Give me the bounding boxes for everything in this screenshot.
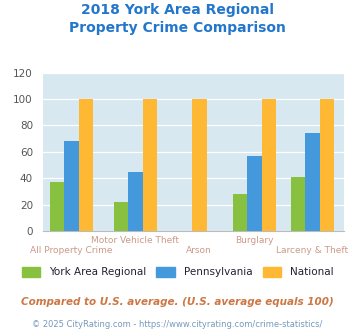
Bar [262, 99, 276, 231]
Text: All Property Crime: All Property Crime [31, 246, 113, 255]
Bar [64, 141, 79, 231]
Bar [143, 99, 157, 231]
Bar [233, 194, 247, 231]
Bar [305, 133, 320, 231]
Bar [128, 172, 143, 231]
Text: Arson: Arson [186, 246, 212, 255]
Bar [50, 182, 64, 231]
Text: Larceny & Theft: Larceny & Theft [277, 246, 349, 255]
Text: 2018 York Area Regional
Property Crime Comparison: 2018 York Area Regional Property Crime C… [69, 3, 286, 35]
Bar [291, 177, 305, 231]
Bar [320, 99, 334, 231]
Text: Compared to U.S. average. (U.S. average equals 100): Compared to U.S. average. (U.S. average … [21, 297, 334, 307]
Bar [192, 99, 207, 231]
Bar [114, 202, 128, 231]
Text: © 2025 CityRating.com - https://www.cityrating.com/crime-statistics/: © 2025 CityRating.com - https://www.city… [32, 320, 323, 329]
Bar [247, 156, 262, 231]
Bar [79, 99, 93, 231]
Text: Burglary: Burglary [235, 236, 274, 245]
Text: Motor Vehicle Theft: Motor Vehicle Theft [92, 236, 179, 245]
Legend: York Area Regional, Pennsylvania, National: York Area Regional, Pennsylvania, Nation… [17, 263, 338, 281]
